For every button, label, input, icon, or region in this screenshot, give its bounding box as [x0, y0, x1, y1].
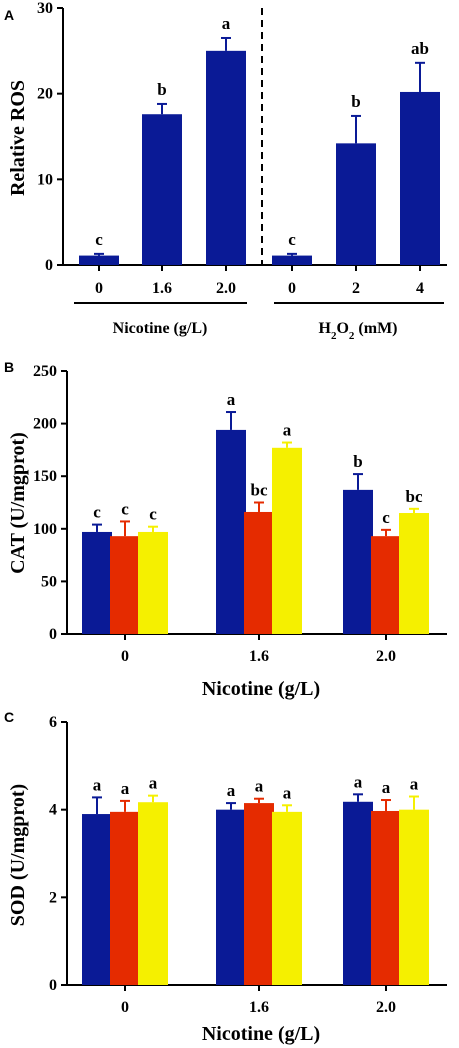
- x-tick-label: 2.0: [216, 280, 236, 297]
- significance-letter: a: [283, 783, 292, 802]
- x-tick-label: 2.0: [376, 999, 396, 1016]
- significance-letter: c: [121, 499, 129, 518]
- bar: [82, 531, 112, 634]
- y-tick-label: 100: [33, 521, 57, 538]
- significance-letter: b: [353, 452, 362, 471]
- significance-letter: c: [288, 230, 296, 249]
- bar: [343, 489, 373, 634]
- x-tick-label: 4: [416, 280, 424, 297]
- bar: [216, 429, 246, 634]
- x-tick-label: 0: [95, 280, 103, 297]
- y-tick-label: 50: [41, 573, 57, 590]
- y-tick-label: 200: [33, 416, 57, 433]
- significance-letter: c: [93, 503, 101, 522]
- x-tick-label: 1.6: [249, 648, 269, 665]
- bar: [244, 511, 274, 634]
- significance-letter: c: [382, 508, 390, 527]
- y-axis-title: SOD (U/mgprot): [7, 784, 29, 926]
- y-tick-label: 6: [49, 714, 57, 731]
- significance-letter: a: [121, 779, 130, 798]
- significance-letter: bc: [406, 487, 423, 506]
- significance-letter: bc: [251, 481, 268, 500]
- bar: [244, 803, 274, 985]
- x-tick-label: 1.6: [152, 280, 172, 297]
- bar: [371, 810, 401, 985]
- bar: [272, 811, 302, 985]
- bar: [206, 50, 246, 266]
- significance-letter: a: [255, 777, 264, 796]
- y-axis-title: Relative ROS: [7, 80, 29, 196]
- significance-letter: a: [354, 772, 363, 791]
- significance-letter: ab: [411, 39, 429, 58]
- x-tick-label: 0: [288, 280, 296, 297]
- y-tick-label: 0: [49, 977, 57, 994]
- significance-letter: b: [157, 80, 166, 99]
- significance-letter: a: [410, 775, 419, 794]
- y-tick-label: 30: [37, 0, 53, 17]
- x-axis-title: Nicotine (g/L): [202, 1023, 320, 1045]
- significance-letter: c: [149, 505, 157, 524]
- bar: [336, 143, 376, 265]
- bar: [400, 91, 440, 265]
- bar: [110, 536, 140, 634]
- panel-letter-c: C: [4, 709, 14, 725]
- y-tick-label: 4: [49, 802, 57, 819]
- x-tick-label: 2.0: [376, 648, 396, 665]
- group-label-h2o2: H2O2 (mM): [319, 320, 398, 342]
- group-label-nicotine: Nicotine (g/L): [113, 320, 208, 337]
- panel-a: A 0 10 20 30 Relative ROS c 0 b 1.6 a 2.0 c 0 b 2 ab 4 Nic…: [4, 0, 447, 342]
- significance-letter: a: [382, 778, 391, 797]
- x-tick-label: 2: [352, 280, 360, 297]
- bar: [138, 531, 168, 634]
- x-axis-title: Nicotine (g/L): [202, 678, 320, 700]
- x-tick-label: 0: [121, 648, 129, 665]
- y-tick-label: 0: [49, 626, 57, 643]
- x-tick-label: 1.6: [249, 999, 269, 1016]
- bar: [138, 802, 168, 985]
- significance-letter: a: [93, 775, 102, 794]
- significance-letter: c: [95, 230, 103, 249]
- panel-letter-b: B: [4, 359, 14, 375]
- bar: [343, 801, 373, 985]
- y-axis-title: CAT (U/mgprot): [7, 432, 29, 574]
- significance-letter: a: [283, 421, 292, 440]
- bar: [82, 814, 112, 985]
- bar: [110, 811, 140, 985]
- y-tick-label: 2: [49, 889, 57, 906]
- significance-letter: a: [227, 781, 236, 800]
- x-tick-label: 0: [121, 999, 129, 1016]
- bar: [142, 114, 182, 265]
- y-tick-label: 10: [37, 171, 53, 188]
- bar: [399, 513, 429, 634]
- y-tick-label: 150: [33, 468, 57, 485]
- significance-letter: b: [351, 92, 360, 111]
- bar: [399, 809, 429, 985]
- y-tick-label: 0: [45, 257, 53, 274]
- bar: [272, 447, 302, 634]
- bar: [371, 536, 401, 634]
- bar: [216, 809, 246, 985]
- y-tick-label: 250: [33, 363, 57, 380]
- panel-letter-a: A: [4, 7, 14, 23]
- bar: [272, 255, 312, 265]
- bar: [79, 255, 119, 265]
- significance-letter: a: [227, 390, 236, 409]
- y-tick-label: 20: [37, 86, 53, 103]
- significance-letter: a: [222, 14, 231, 33]
- significance-letter: a: [149, 774, 158, 793]
